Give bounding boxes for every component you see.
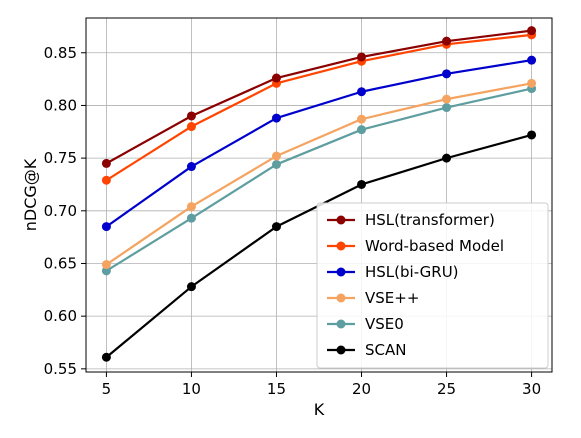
series-vse0 xyxy=(101,84,537,276)
data-point xyxy=(271,113,281,123)
legend-item: VSE++ xyxy=(327,289,419,307)
legend-box xyxy=(316,202,549,369)
legend-marker xyxy=(336,319,346,329)
data-point xyxy=(101,260,111,270)
data-point xyxy=(357,52,367,62)
data-point xyxy=(271,151,281,161)
x-tick-label: 15 xyxy=(267,380,286,398)
legend-label: VSE++ xyxy=(365,289,419,307)
data-point xyxy=(186,162,196,172)
data-point xyxy=(271,222,281,232)
series-hsl-transformer xyxy=(101,26,537,168)
data-point xyxy=(527,78,537,88)
legend-label: SCAN xyxy=(365,341,406,359)
y-tick-label: 0.75 xyxy=(44,149,77,167)
y-axis-label: nDCG@K xyxy=(21,158,40,231)
series-line xyxy=(105,87,532,272)
series-line xyxy=(105,29,532,165)
legend-marker xyxy=(336,345,346,355)
data-point xyxy=(186,111,196,121)
data-point xyxy=(357,87,367,97)
legend-label: Word-based Model xyxy=(365,237,504,255)
legend-item: VSE0 xyxy=(327,315,404,333)
legend-item: SCAN xyxy=(327,341,406,359)
x-tick-label: 5 xyxy=(102,380,112,398)
x-axis-label: K xyxy=(314,400,325,419)
y-tick-label: 0.80 xyxy=(44,96,77,114)
legend-marker xyxy=(336,215,346,225)
y-tick-label: 0.60 xyxy=(44,307,77,325)
data-point xyxy=(101,222,111,232)
data-point xyxy=(357,179,367,189)
legend-marker xyxy=(336,241,346,251)
legend-label: HSL(transformer) xyxy=(365,211,495,229)
legend-item: Word-based Model xyxy=(327,237,504,255)
y-tick-label: 0.70 xyxy=(44,202,77,220)
x-tick-label: 30 xyxy=(522,380,541,398)
series-word-based-model xyxy=(101,30,537,185)
data-point xyxy=(186,282,196,292)
data-point xyxy=(186,202,196,212)
data-point xyxy=(527,26,537,36)
data-point xyxy=(357,114,367,124)
series-line xyxy=(105,82,532,266)
y-tick-label: 0.85 xyxy=(44,44,77,62)
series-line xyxy=(105,59,532,228)
data-point xyxy=(101,352,111,362)
axis-ticks: 5 10 15 20 25 30 0.55 0.60 0.65 0.70 0.75 0.80 0.85 xyxy=(44,44,542,398)
legend-item: HSL(transformer) xyxy=(327,211,495,229)
data-point xyxy=(442,103,452,113)
data-point xyxy=(101,158,111,168)
data-point xyxy=(186,213,196,223)
legend-label: VSE0 xyxy=(365,315,404,333)
series-hsl-bi-gru xyxy=(101,55,537,232)
y-tick-label: 0.65 xyxy=(44,254,77,272)
data-point xyxy=(442,69,452,79)
x-tick-label: 25 xyxy=(437,380,456,398)
data-point xyxy=(442,153,452,163)
data-point xyxy=(527,130,537,140)
data-point xyxy=(442,36,452,46)
legend-item: HSL(bi-GRU) xyxy=(327,263,459,281)
legend: HSL(transformer) Word-based Model HSL(bi-G… xyxy=(316,202,549,369)
legend-label: HSL(bi-GRU) xyxy=(365,263,459,281)
data-point xyxy=(271,159,281,169)
legend-marker xyxy=(336,293,346,303)
data-point xyxy=(101,266,111,276)
data-point xyxy=(527,55,537,65)
x-tick-label: 20 xyxy=(352,380,371,398)
data-point xyxy=(101,175,111,185)
x-tick-label: 10 xyxy=(182,380,201,398)
data-point xyxy=(442,94,452,104)
series-vse xyxy=(101,78,537,270)
data-point xyxy=(186,122,196,132)
legend-marker xyxy=(336,267,346,277)
data-point xyxy=(271,73,281,83)
plot-frame xyxy=(85,17,553,373)
y-tick-label: 0.55 xyxy=(44,360,77,378)
series-line xyxy=(105,33,532,182)
data-point xyxy=(357,125,367,135)
